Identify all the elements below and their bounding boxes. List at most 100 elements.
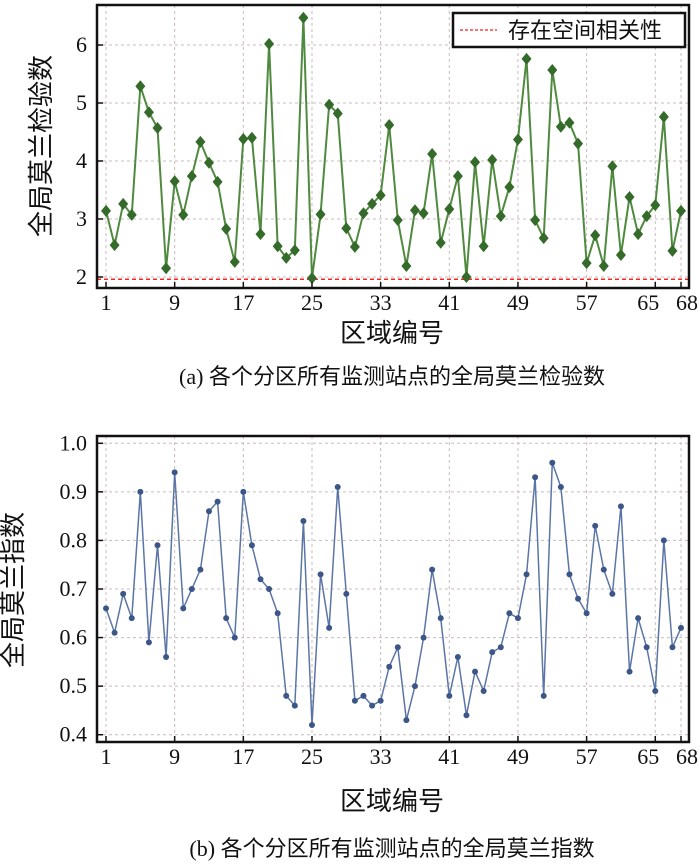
data-point xyxy=(298,11,309,24)
data-point xyxy=(231,634,238,641)
data-point xyxy=(549,459,556,466)
data-point xyxy=(444,203,455,216)
data-point xyxy=(669,644,676,651)
data-point xyxy=(454,654,461,660)
data-point xyxy=(195,135,206,148)
y-tick-label: 4 xyxy=(76,148,87,173)
y-tick-label: 2 xyxy=(76,264,87,289)
ticks-b: 1 9 17 25 33 41 49 57 65 68 0.4 0.5 0.6 0.7 0.8 0.9 1.0 xyxy=(60,430,699,769)
data-point xyxy=(615,248,626,261)
y-axis-label-b: 全局莫兰指数 xyxy=(0,512,28,668)
data-point xyxy=(418,207,429,220)
data-point xyxy=(161,262,172,275)
y-tick-label: 1.0 xyxy=(60,430,88,455)
data-point xyxy=(403,717,410,724)
data-point xyxy=(583,610,590,617)
data-point xyxy=(324,98,335,111)
data-point xyxy=(392,214,403,227)
data-point xyxy=(375,189,386,202)
x-tick-label: 68 xyxy=(676,744,698,769)
x-tick-label: 25 xyxy=(301,744,323,769)
data-point xyxy=(394,644,401,651)
data-point xyxy=(641,210,652,223)
data-point xyxy=(592,522,599,529)
data-point xyxy=(214,498,221,505)
data-point xyxy=(246,131,257,144)
data-point xyxy=(489,649,496,656)
legend: 存在空间相关性 xyxy=(451,11,687,49)
data-point xyxy=(626,668,633,675)
caption-a: (a) 各个分区所有监测站点的全局莫兰检验数 xyxy=(179,364,605,389)
data-point xyxy=(152,121,163,134)
data-point xyxy=(283,692,290,699)
data-point xyxy=(478,240,489,253)
data-point xyxy=(643,644,650,651)
data-point xyxy=(238,132,249,145)
data-point xyxy=(143,106,154,119)
markers-b xyxy=(103,459,685,728)
data-point xyxy=(676,204,687,217)
y-tick-label: 0.5 xyxy=(60,673,88,698)
x-tick-label: 17 xyxy=(232,744,254,769)
data-point xyxy=(581,257,592,270)
x-tick-label: 57 xyxy=(576,744,598,769)
data-point xyxy=(343,590,350,597)
data-point xyxy=(557,484,564,490)
data-point xyxy=(178,208,189,221)
data-point xyxy=(512,133,523,146)
data-point xyxy=(257,576,264,583)
data-point xyxy=(566,571,573,578)
data-point xyxy=(306,272,317,285)
data-point xyxy=(154,542,161,549)
markers-a xyxy=(101,11,687,285)
data-point xyxy=(667,244,678,257)
x-tick-label: 33 xyxy=(370,744,392,769)
x-tick-label: 49 xyxy=(507,290,529,315)
data-point xyxy=(514,615,521,622)
data-point xyxy=(506,610,513,617)
data-point xyxy=(470,156,481,169)
data-point xyxy=(532,474,539,481)
data-point xyxy=(384,119,395,132)
data-point xyxy=(530,214,541,227)
x-axis-label-a: 区域编号 xyxy=(340,319,444,348)
data-point xyxy=(145,639,152,646)
x-tick-label: 33 xyxy=(370,290,392,315)
data-point xyxy=(264,37,275,50)
data-point xyxy=(555,120,566,133)
data-point xyxy=(635,615,642,622)
data-point xyxy=(652,688,659,694)
data-point xyxy=(633,228,644,241)
data-point xyxy=(523,571,530,578)
y-axis-label-a: 全局莫兰检验数 xyxy=(27,55,56,237)
x-tick-label: 65 xyxy=(637,290,659,315)
data-point xyxy=(334,484,341,490)
ticks-a: 1 9 17 25 33 41 49 57 65 68 2 3 4 5 6 xyxy=(76,32,698,315)
data-point xyxy=(300,518,307,524)
data-point xyxy=(135,80,146,93)
data-point xyxy=(221,222,232,235)
data-point xyxy=(120,590,127,597)
y-tick-label: 0.6 xyxy=(60,625,88,650)
data-point xyxy=(624,190,635,203)
data-point xyxy=(272,240,283,253)
data-point xyxy=(109,239,120,252)
data-point xyxy=(461,270,472,283)
data-point xyxy=(369,702,376,709)
data-point xyxy=(111,629,118,636)
data-point xyxy=(332,107,343,120)
data-point xyxy=(452,170,463,183)
y-tick-label: 0.9 xyxy=(60,479,88,504)
data-point xyxy=(180,605,187,612)
data-point xyxy=(609,590,616,597)
data-point xyxy=(600,566,607,573)
data-point xyxy=(678,624,685,631)
data-point xyxy=(360,692,367,699)
data-point xyxy=(266,586,273,592)
data-point xyxy=(248,542,255,549)
data-point xyxy=(617,503,624,510)
data-point xyxy=(598,259,609,272)
caption-b: (b) 各个分区所有监测站点的全局莫兰指数 xyxy=(189,836,594,861)
data-point xyxy=(358,207,369,220)
